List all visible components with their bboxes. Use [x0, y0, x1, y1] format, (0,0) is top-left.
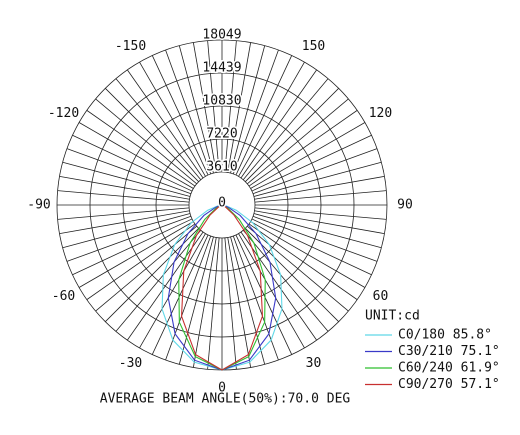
angle-tick-label: -90: [27, 198, 50, 213]
legend-label: C30/210 75.1°: [398, 344, 500, 359]
legend-label: C90/270 57.1°: [398, 377, 500, 392]
angle-tick-label: 90: [397, 198, 413, 213]
r-tick-label: 14439: [202, 61, 241, 76]
r-tick-label: 7220: [206, 126, 237, 141]
r-tick-label: 10830: [202, 93, 241, 108]
ring: [122, 105, 322, 305]
ring: [155, 138, 289, 272]
r-tick-label: 0: [218, 196, 226, 211]
curve: [180, 204, 264, 371]
angle-tick-label: 0: [218, 381, 226, 396]
legend-label: C60/240 61.9°: [398, 361, 500, 376]
angle-tick-label: 30: [306, 356, 322, 371]
r-tick-label: 3610: [206, 159, 237, 174]
unit-label: UNIT:cd: [365, 309, 420, 324]
legend-label: C0/180 85.8°: [398, 328, 492, 343]
r-tick-label: 18049: [202, 28, 241, 43]
beam-angle-note: AVERAGE BEAM ANGLE(50%):70.0 DEG: [100, 392, 351, 407]
ring: [89, 72, 355, 338]
angle-tick-label: -120: [48, 106, 79, 121]
angle-tick-label: -30: [119, 356, 142, 371]
angle-tick-label: 150: [302, 39, 325, 54]
angle-tick-label: -60: [52, 289, 75, 304]
angle-tick-label: -150: [115, 39, 146, 54]
angle-tick-label: 120: [369, 106, 392, 121]
ring: [188, 171, 256, 239]
angle-tick-label: 60: [373, 289, 389, 304]
